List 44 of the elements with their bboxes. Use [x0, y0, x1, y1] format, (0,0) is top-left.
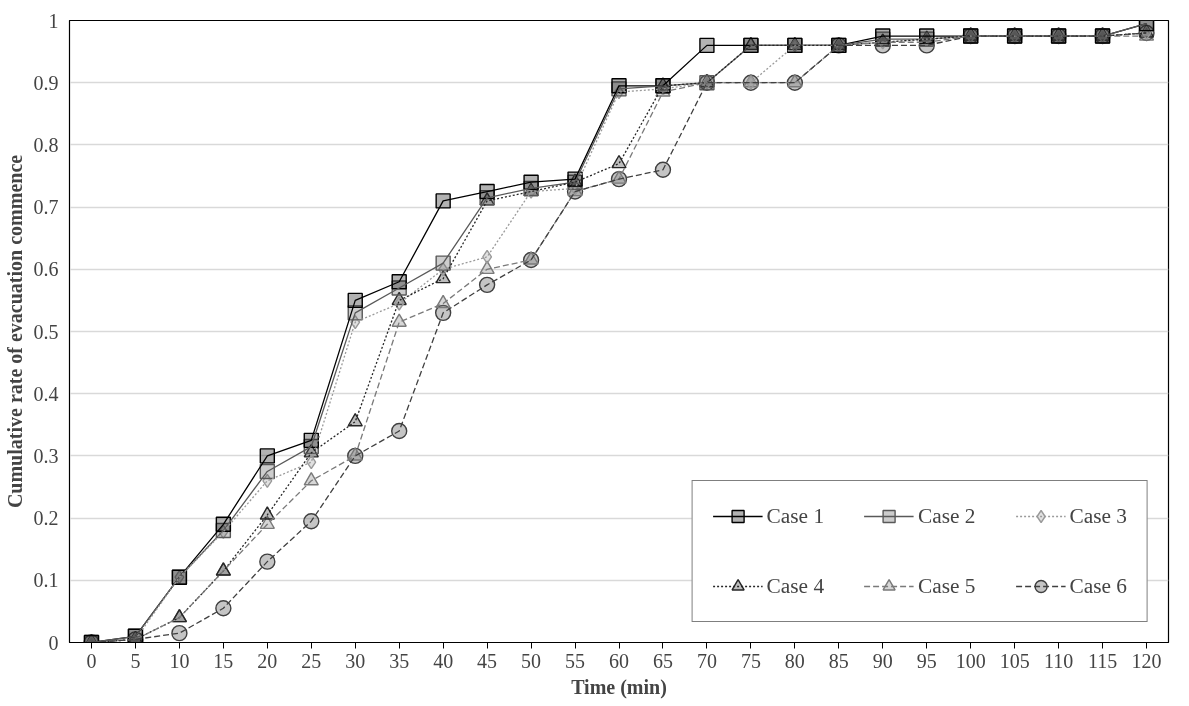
legend-label: Case 1	[766, 503, 825, 529]
x-tick-label: 15	[213, 649, 234, 672]
y-tick-label: 0.4	[33, 382, 59, 405]
x-tick-label: 35	[389, 649, 410, 672]
x-axis-title: Time (min)	[571, 675, 667, 699]
x-tick-label: 60	[609, 649, 629, 672]
x-tick-label: 55	[565, 649, 586, 672]
legend-label: Case 2	[918, 503, 976, 529]
x-tick-label: 80	[784, 649, 805, 672]
y-tick-label: 0.9	[33, 71, 59, 94]
x-tick-label: 70	[696, 649, 717, 672]
x-tick-label: 120	[1131, 649, 1162, 672]
y-tick-label: 0.2	[33, 507, 59, 530]
y-tick-label: 0.7	[33, 196, 59, 219]
legend-label: Case 4	[766, 573, 825, 599]
x-tick-label: 10	[169, 649, 190, 672]
x-tick-label: 115	[1087, 649, 1118, 672]
y-tick-label: 0	[48, 631, 59, 654]
x-tick-label: 45	[477, 649, 498, 672]
x-tick-label: 85	[828, 649, 849, 672]
x-tick-label: 25	[301, 649, 322, 672]
x-tick-label: 5	[130, 649, 141, 672]
x-tick-label: 65	[652, 649, 673, 672]
x-tick-label: 110	[1043, 649, 1074, 672]
x-tick-label: 40	[433, 649, 454, 672]
y-tick-label: 0.1	[33, 569, 59, 592]
y-tick-label: 1	[48, 9, 59, 32]
x-tick-label: 95	[916, 649, 937, 672]
y-tick-label: 0.3	[33, 444, 59, 467]
x-tick-label: 105	[999, 649, 1030, 672]
x-tick-label: 90	[872, 649, 893, 672]
y-tick-label: 0.5	[33, 320, 59, 343]
x-tick-label: 50	[521, 649, 542, 672]
y-tick-label: 0.6	[33, 258, 59, 281]
y-tick-label: 0.8	[33, 133, 59, 156]
y-axis-title: Cumulative rate of evacuation commence	[3, 154, 26, 509]
x-tick-label: 100	[955, 649, 986, 672]
x-tick-label: 0	[86, 649, 97, 672]
legend-label: Case 5	[918, 573, 976, 599]
x-tick-label: 30	[345, 649, 366, 672]
x-tick-label: 20	[257, 649, 278, 672]
legend-label: Case 3	[1069, 503, 1127, 529]
legend-label: Case 6	[1069, 573, 1127, 599]
x-tick-label: 75	[740, 649, 761, 672]
